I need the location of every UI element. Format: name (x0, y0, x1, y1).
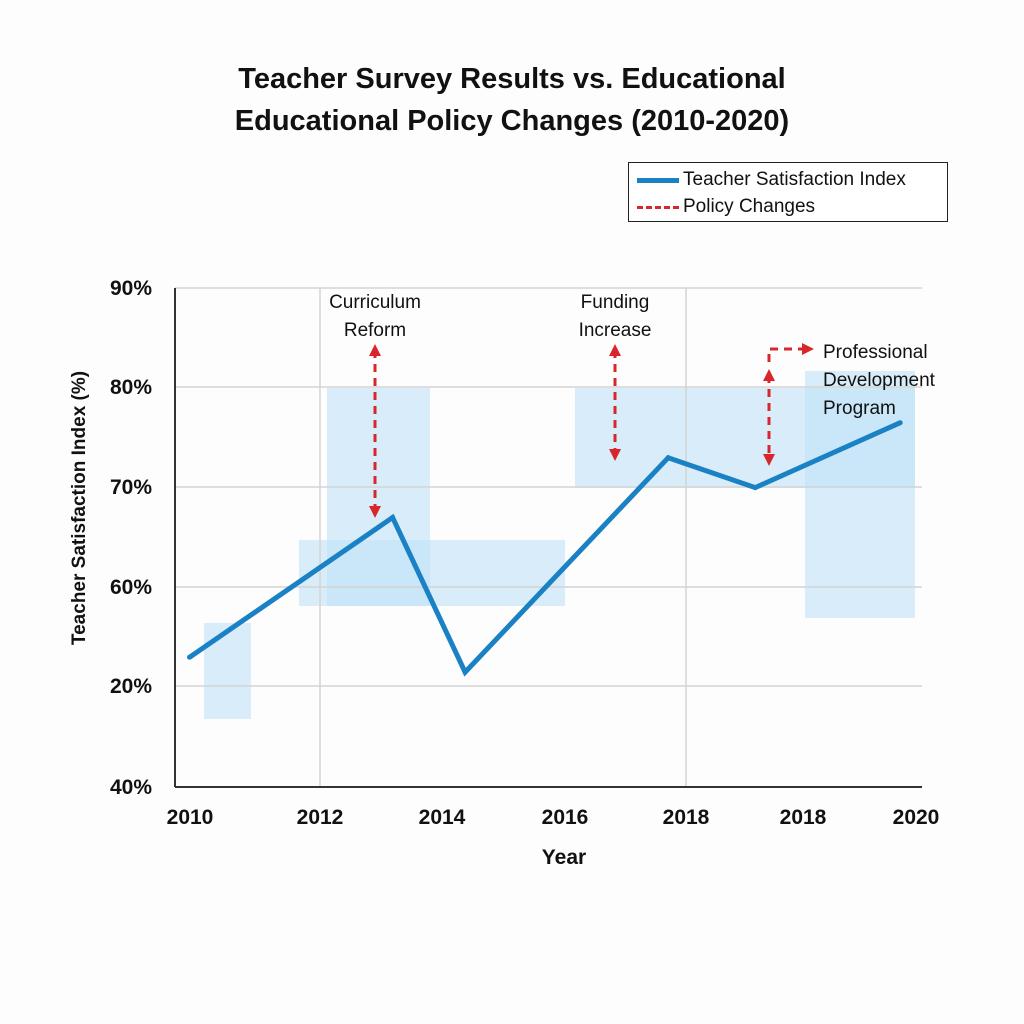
annotation-label: Reform (344, 320, 406, 341)
y-tick-label: 90% (110, 277, 152, 300)
annotation-label: Increase (579, 320, 652, 341)
legend: Teacher Satisfaction Index Policy Change… (628, 162, 948, 222)
annotation-label: Funding (581, 292, 650, 313)
annotation-label: Professional (823, 342, 928, 363)
shaded-region-0 (204, 623, 251, 719)
y-tick-label: 70% (110, 476, 152, 499)
legend-label-policy: Policy Changes (683, 196, 816, 217)
y-tick-label: 80% (110, 376, 152, 399)
legend-solid-line-swatch (637, 177, 679, 183)
series-point-1 (390, 515, 396, 521)
annotation-label: Curriculum (329, 292, 421, 313)
series-point-3 (665, 455, 671, 461)
legend-label-satisfaction: Teacher Satisfaction Index (683, 169, 906, 190)
y-tick-label: 60% (110, 576, 152, 599)
y-tick-label: 40% (110, 776, 152, 799)
x-tick-label: 2020 (893, 806, 940, 829)
x-tick-label: 2018 (663, 806, 710, 829)
legend-entry-satisfaction: Teacher Satisfaction Index (629, 166, 947, 194)
chart-title-line-1: Teacher Survey Results vs. Educational (238, 63, 786, 95)
chart-title: Teacher Survey Results vs. Educational E… (0, 58, 1024, 142)
shaded-region-4 (805, 371, 915, 618)
legend-dashed-line-swatch (637, 205, 679, 209)
x-tick-label: 2014 (419, 806, 466, 829)
x-tick-label: 2018 (780, 806, 827, 829)
series-line-0 (188, 420, 902, 677)
y-axis-title: Teacher Satisfaction Index (%) (69, 371, 90, 645)
x-tick-label: 2010 (167, 806, 214, 829)
series-point-4 (752, 485, 758, 491)
x-axis-title: Year (542, 846, 586, 869)
annotation-label: Development (823, 370, 936, 391)
legend-entry-policy: Policy Changes (629, 193, 947, 221)
series-point-2 (462, 669, 468, 675)
y-tick-label: 20% (110, 675, 152, 698)
x-tick-label: 2012 (297, 806, 344, 829)
chart-title-line-2: Educational Policy Changes (2010-2020) (234, 105, 790, 137)
policy-change-pointer-2 (767, 343, 814, 362)
x-tick-label: 2016 (542, 806, 589, 829)
series-point-5 (897, 420, 903, 426)
annotation-label: Program (823, 398, 896, 419)
series-point-0 (187, 654, 193, 660)
